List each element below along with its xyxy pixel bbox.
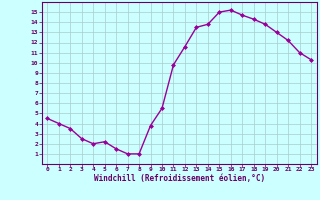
X-axis label: Windchill (Refroidissement éolien,°C): Windchill (Refroidissement éolien,°C) xyxy=(94,174,265,183)
